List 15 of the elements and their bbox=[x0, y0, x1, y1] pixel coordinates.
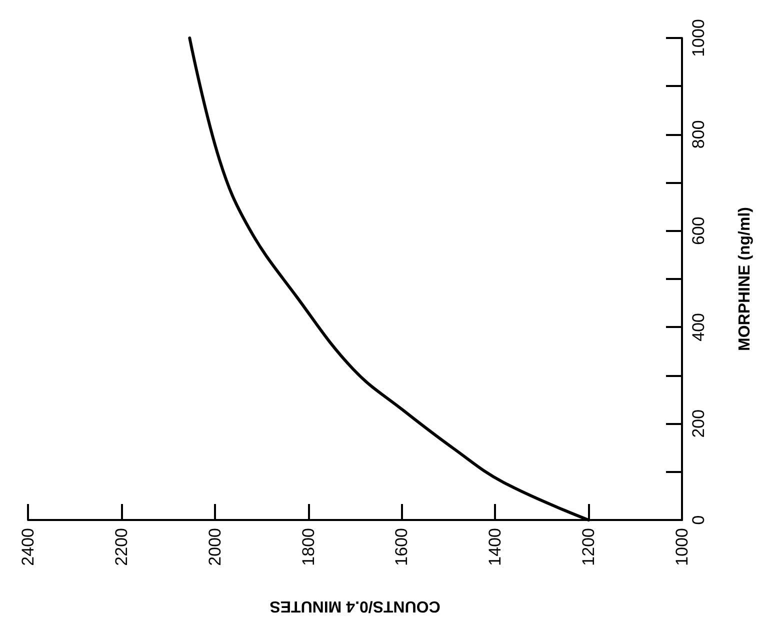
y-tick-label: 800 bbox=[689, 120, 708, 149]
x-tick-label: 1200 bbox=[579, 528, 598, 566]
y-tick-label: 0 bbox=[689, 515, 708, 525]
x-tick-label: 1800 bbox=[298, 528, 318, 566]
y-tick-label: 1000 bbox=[689, 19, 708, 57]
x-tick-label: 1600 bbox=[392, 528, 412, 566]
x-tick-label: 2000 bbox=[205, 528, 224, 566]
y-tick-label: 600 bbox=[689, 216, 708, 245]
x-tick-label: 2400 bbox=[18, 528, 38, 566]
y-axis-title: MORPHINE (ng/ml) bbox=[736, 207, 754, 351]
y-tick-label: 200 bbox=[689, 409, 708, 438]
y-tick-label: 400 bbox=[689, 313, 708, 342]
x-axis-title: COUNTS/0.4 MINUTES bbox=[269, 598, 440, 614]
x-tick-label: 2200 bbox=[112, 528, 131, 566]
x-tick-label: 1400 bbox=[486, 528, 505, 566]
